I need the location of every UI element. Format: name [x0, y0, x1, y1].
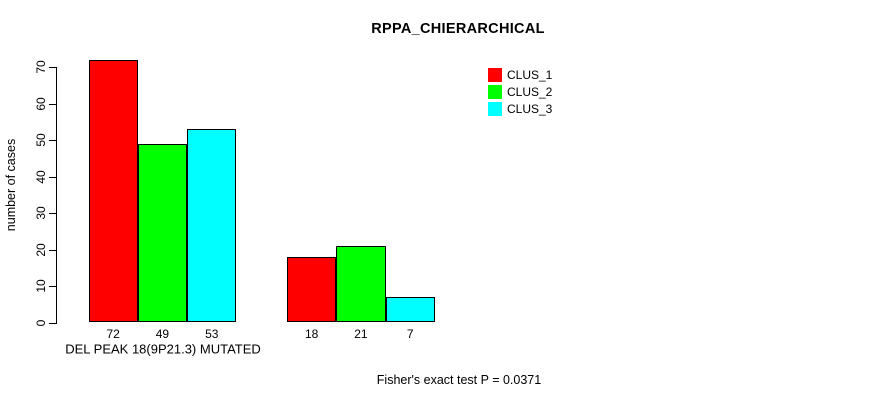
legend-item-clus-1: CLUS_1	[488, 68, 552, 82]
y-tick-mark	[49, 67, 56, 69]
bar-value-label: 7	[406, 327, 414, 341]
y-tick-label: 60	[34, 96, 48, 111]
y-tick-label: 40	[34, 169, 48, 184]
y-tick-mark	[49, 140, 56, 142]
legend-swatch-clus-3	[488, 102, 502, 116]
y-tick-mark	[49, 286, 56, 288]
legend-swatch-clus-2	[488, 85, 502, 99]
bar-value-label: 21	[354, 327, 368, 341]
legend-label-clus-3: CLUS_3	[507, 102, 553, 116]
bar-clus_2-group2	[336, 245, 386, 323]
legend: CLUS_1 CLUS_2 CLUS_3	[488, 68, 552, 116]
y-tick-mark	[49, 176, 56, 178]
bar-clus_1-group2	[287, 256, 337, 323]
legend-item-clus-2: CLUS_2	[488, 85, 552, 99]
legend-item-clus-3: CLUS_3	[488, 102, 552, 116]
bar-clus_3-group1	[187, 129, 237, 323]
y-tick-mark	[49, 213, 56, 215]
y-axis-line	[56, 67, 58, 324]
bar-value-label: 53	[205, 327, 219, 341]
chart-title: RPPA_CHIERARCHICAL	[371, 21, 545, 37]
y-tick-mark	[49, 103, 56, 105]
bar-clus_2-group1	[137, 143, 188, 323]
legend-swatch-clus-1	[488, 68, 502, 82]
legend-label-clus-2: CLUS_2	[507, 85, 553, 99]
bar-value-label: 49	[155, 327, 170, 341]
y-tick-mark	[49, 322, 56, 324]
legend-label-clus-1: CLUS_1	[507, 68, 553, 82]
bar-clus_1-group1	[88, 59, 138, 323]
y-tick-mark	[49, 249, 56, 251]
y-tick-label: 0	[34, 319, 48, 326]
bar-value-label: 72	[106, 327, 120, 341]
y-tick-label: 70	[34, 60, 48, 74]
y-tick-label: 10	[34, 279, 48, 293]
y-tick-label: 20	[34, 242, 48, 257]
y-tick-label: 30	[34, 206, 48, 220]
x-axis-group-label: DEL PEAK 18(9P21.3) MUTATED	[65, 341, 261, 357]
bar-value-label: 18	[304, 327, 319, 341]
y-tick-label: 50	[34, 133, 48, 147]
fisher-exact-test-annotation: Fisher's exact test P = 0.0371	[376, 373, 542, 387]
bar-clus_3-group2	[385, 296, 435, 323]
